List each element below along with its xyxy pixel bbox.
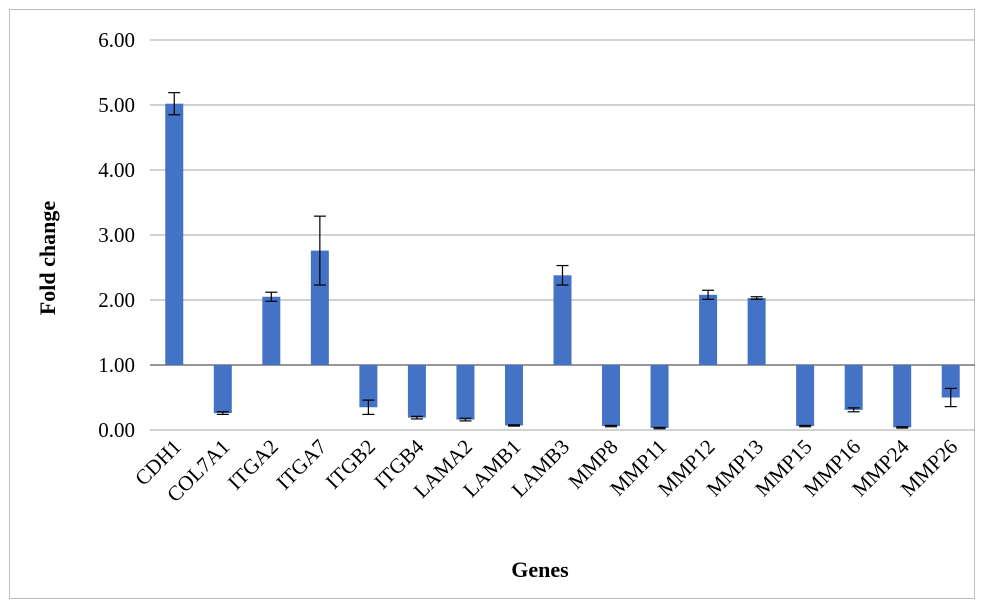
- error-bar-mmp16: [847, 407, 860, 413]
- bar-itgb4: [407, 365, 426, 418]
- x-tick-label: ITGA7: [272, 435, 332, 495]
- error-bar-itga7: [313, 215, 326, 286]
- bar-col7a1: [213, 365, 232, 414]
- error-bar-mmp13: [750, 296, 763, 300]
- bar-mmp26: [941, 365, 960, 398]
- bar-mmp13: [747, 298, 766, 365]
- bar-cdh1: [165, 103, 184, 365]
- bar-itga2: [262, 296, 281, 365]
- bars: [165, 103, 960, 429]
- bar-lamb1: [504, 365, 523, 426]
- x-tick-label: ITGA2: [223, 435, 283, 495]
- y-axis-title: Fold change: [35, 201, 60, 316]
- bar-itgb2: [359, 365, 378, 408]
- bar-mmp12: [699, 294, 718, 365]
- error-bar-mmp26: [944, 387, 957, 408]
- y-tick-labels: 0.00 1.00 2.00 3.00 4.00 5.00 6.00: [98, 28, 135, 442]
- bar-mmp16: [844, 365, 863, 410]
- error-bar-mmp8: [605, 424, 618, 428]
- bar-mmp15: [796, 365, 815, 427]
- error-bar-itgb2: [362, 399, 375, 415]
- y-tick-label: 2.00: [98, 288, 135, 312]
- error-bar-mmp15: [799, 424, 812, 428]
- error-bar-mmp24: [896, 426, 909, 429]
- y-tick-label: 3.00: [98, 223, 135, 247]
- bar-mmp8: [602, 365, 621, 427]
- error-bar-lama2: [459, 417, 472, 422]
- y-tick-label: 1.00: [98, 353, 135, 377]
- error-bar-cdh1: [168, 92, 181, 116]
- y-tick-label: 6.00: [98, 28, 135, 52]
- y-tick-label: 4.00: [98, 158, 135, 182]
- bar-mmp11: [650, 365, 669, 429]
- x-tick-label: ITGB2: [321, 435, 380, 494]
- error-bar-mmp11: [653, 426, 666, 430]
- y-tick-label: 5.00: [98, 93, 135, 117]
- error-bar-lamb1: [507, 424, 520, 427]
- error-bars: [168, 92, 957, 430]
- error-bar-mmp12: [702, 289, 715, 300]
- bar-lamb3: [553, 275, 572, 365]
- y-tick-label: 0.00: [98, 418, 135, 442]
- bar-mmp24: [893, 365, 912, 428]
- error-bar-itgb4: [410, 415, 423, 420]
- error-bar-itga2: [265, 291, 278, 302]
- error-bar-lamb3: [556, 264, 569, 286]
- bar-lama2: [456, 365, 475, 420]
- x-tick-labels: CDH1COL7A1ITGA2ITGA7ITGB2ITGB4LAMA2LAMB1…: [130, 434, 962, 507]
- bar-itga7: [310, 250, 329, 365]
- x-axis-title: Genes: [511, 557, 569, 582]
- error-bar-col7a1: [216, 411, 229, 415]
